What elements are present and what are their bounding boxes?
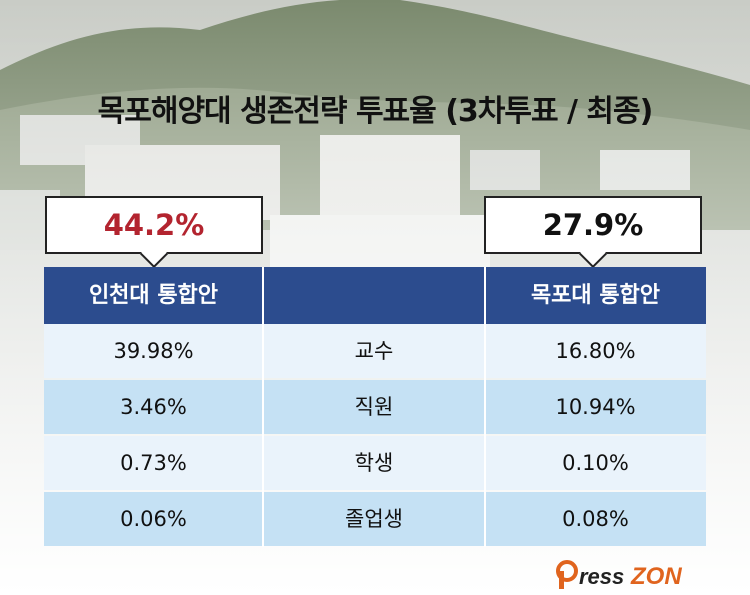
- category-label: 교수: [263, 324, 485, 378]
- category-label: 졸업생: [263, 492, 485, 546]
- category-label: 학생: [263, 436, 485, 490]
- mokpo-total-callout: 27.9%: [484, 196, 702, 269]
- mokpo-value: 0.08%: [485, 492, 706, 546]
- incheon-value: 0.06%: [44, 492, 263, 546]
- mokpo-total-value: 27.9%: [542, 208, 644, 242]
- category-label: 직원: [263, 380, 485, 434]
- column-divider: [262, 267, 264, 547]
- incheon-total-value: 44.2%: [103, 208, 205, 242]
- column-divider: [484, 267, 486, 547]
- header-incheon: 인천대 통합안: [44, 267, 263, 324]
- page-title: 목포해양대 생존전략 투표율 (3차투표 / 최종): [97, 94, 654, 129]
- mokpo-value: 0.10%: [485, 436, 706, 490]
- svg-text:ZON: ZON: [630, 563, 682, 590]
- vote-table: 인천대 통합안 목포대 통합안 39.98% 교수 16.80% 3.46% 직…: [44, 267, 706, 547]
- presszon-logo: ress ZON: [556, 560, 682, 590]
- mokpo-value: 10.94%: [485, 380, 706, 434]
- mokpo-value: 16.80%: [485, 324, 706, 378]
- header-category: [263, 267, 485, 324]
- incheon-value: 39.98%: [44, 324, 263, 378]
- incheon-value: 0.73%: [44, 436, 263, 490]
- incheon-value: 3.46%: [44, 380, 263, 434]
- header-mokpo: 목포대 통합안: [485, 267, 706, 324]
- incheon-total-callout: 44.2%: [45, 196, 263, 269]
- svg-text:ress: ress: [579, 564, 624, 589]
